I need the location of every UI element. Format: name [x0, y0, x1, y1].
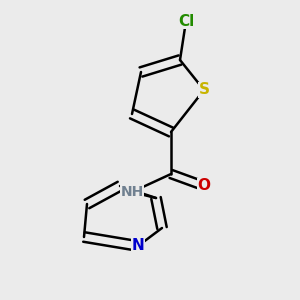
Text: N: N	[132, 238, 144, 253]
Text: O: O	[197, 178, 211, 194]
Text: S: S	[199, 82, 209, 98]
Text: Cl: Cl	[178, 14, 194, 28]
Text: NH: NH	[120, 185, 144, 199]
